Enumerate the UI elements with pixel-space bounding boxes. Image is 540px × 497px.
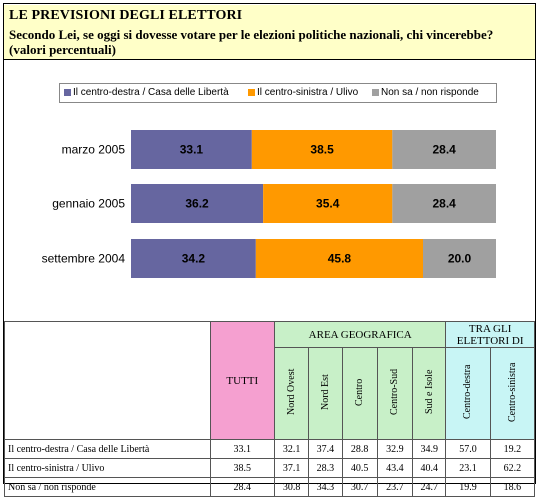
row-label: Il centro-destra / Casa delle Libertà — [4, 439, 211, 459]
col-label: Nord Est — [319, 374, 331, 410]
col-nord-ovest: Nord Ovest — [274, 347, 310, 440]
legend-label: Non sa / non risponde — [381, 87, 479, 98]
bar-value-label: 28.4 — [432, 143, 456, 157]
cell-area: 28.3 — [308, 458, 343, 478]
cell-elettori: 18.6 — [489, 477, 536, 497]
cell-area: 24.7 — [412, 477, 447, 497]
chart: marzo 2005 33.1 38.5 28.4 gennaio 2005 36.2 35… — [4, 61, 535, 321]
cell-tutti: 38.5 — [209, 458, 276, 478]
page-title: LE PREVISIONI DEGLI ELETTORI — [9, 8, 243, 23]
table-row: Il centro-sinistra / Ulivo 38.5 37.1 28.… — [4, 458, 536, 478]
cell-elettori: 19.9 — [445, 477, 491, 497]
legend-label: Il centro-sinistra / Ulivo — [257, 87, 359, 98]
bar-value-label: 38.5 — [310, 143, 334, 157]
bar-value-label: 33.1 — [180, 143, 204, 157]
data-table: TUTTI AREA GEOGRAFICA TRA GLI ELETTORI D… — [4, 321, 536, 497]
cell-area: 34.3 — [308, 477, 343, 497]
bar-value-label: 45.8 — [328, 252, 352, 266]
col-centro: Centro — [341, 347, 378, 440]
col-label: Sud e Isole — [423, 369, 435, 415]
bar-segment — [392, 130, 496, 169]
col-nord-est: Nord Est — [308, 347, 343, 440]
legend-swatch — [64, 89, 71, 96]
row-label: Il centro-sinistra / Ulivo — [4, 458, 211, 478]
cell-elettori: 62.2 — [489, 458, 536, 478]
bar-chart-svg: marzo 2005 33.1 38.5 28.4 gennaio 2005 36.2 35… — [42, 130, 496, 278]
cell-area: 30.8 — [274, 477, 310, 497]
cell-area: 40.4 — [412, 458, 447, 478]
bar-segment — [251, 130, 393, 169]
bar-segment — [131, 184, 264, 223]
cell-elettori: 19.2 — [489, 439, 536, 459]
legend-swatch — [372, 89, 379, 96]
bar-segment — [423, 239, 496, 278]
category-label: settembre 2004 — [42, 252, 126, 266]
cell-tutti: 33.1 — [209, 439, 276, 459]
table-row: Il centro-destra / Casa delle Libertà 33… — [4, 439, 536, 459]
col-elettori-cd: Centro-destra — [445, 347, 491, 440]
legend-item-centrodestra: Il centro-destra / Casa delle Libertà — [64, 87, 229, 98]
bar-value-label: 35.4 — [316, 197, 340, 211]
tutti-header: TUTTI — [209, 321, 276, 440]
legend-item-nonsa: Non sa / non risponde — [372, 87, 479, 98]
bar-segment — [131, 130, 252, 169]
col-centro-sud: Centro-Sud — [376, 347, 414, 440]
col-label: Nord Ovest — [286, 368, 298, 416]
cell-area: 32.9 — [376, 439, 414, 459]
col-label: Centro-Sud — [389, 368, 401, 416]
tutti-header-label: TUTTI — [226, 374, 259, 387]
table-corner — [4, 321, 211, 440]
header: LE PREVISIONI DEGLI ELETTORI Secondo Lei… — [4, 5, 535, 60]
cell-area: 37.4 — [308, 439, 343, 459]
col-sud-isole: Sud e Isole — [412, 347, 447, 440]
question-text: Secondo Lei, se oggi si dovesse votare p… — [9, 27, 494, 57]
bar-segment — [263, 184, 393, 223]
legend-swatch — [248, 89, 255, 96]
cell-elettori: 23.1 — [445, 458, 491, 478]
bar-value-label: 34.2 — [182, 252, 206, 266]
col-label: Centro-sinistra — [506, 362, 518, 422]
bar-segment — [255, 239, 423, 278]
cell-area: 23.7 — [376, 477, 414, 497]
legend-item-centrosinistra: Il centro-sinistra / Ulivo — [248, 87, 358, 98]
area-header: AREA GEOGRAFICA — [274, 321, 447, 348]
bar-value-label: 28.4 — [432, 197, 456, 211]
bar-value-label: 36.2 — [185, 197, 209, 211]
col-label: Centro-destra — [462, 364, 474, 420]
category-label: marzo 2005 — [62, 143, 126, 157]
col-elettori-cs: Centro-sinistra — [489, 347, 536, 440]
cell-elettori: 57.0 — [445, 439, 491, 459]
chart-legend: Il centro-destra / Casa delle Libertà Il… — [59, 83, 497, 103]
category-label: gennaio 2005 — [52, 197, 125, 211]
legend-label: Il centro-destra / Casa delle Libertà — [73, 87, 229, 98]
cell-area: 32.1 — [274, 439, 310, 459]
elettori-header: TRA GLI ELETTORI DI — [445, 321, 535, 348]
bar-value-label: 20.0 — [448, 252, 472, 266]
cell-area: 40.5 — [341, 458, 378, 478]
bar-segment — [131, 239, 256, 278]
cell-area: 37.1 — [274, 458, 310, 478]
table-row: Non sa / non risponde 28.4 30.8 34.3 30.… — [4, 477, 536, 497]
cell-area: 30.7 — [341, 477, 378, 497]
row-label: Non sa / non risponde — [4, 477, 211, 497]
bar-segment — [392, 184, 496, 223]
cell-tutti: 28.4 — [209, 477, 276, 497]
cell-area: 28.8 — [341, 439, 378, 459]
col-label: Centro — [354, 378, 366, 406]
cell-area: 34.9 — [412, 439, 447, 459]
cell-area: 43.4 — [376, 458, 414, 478]
